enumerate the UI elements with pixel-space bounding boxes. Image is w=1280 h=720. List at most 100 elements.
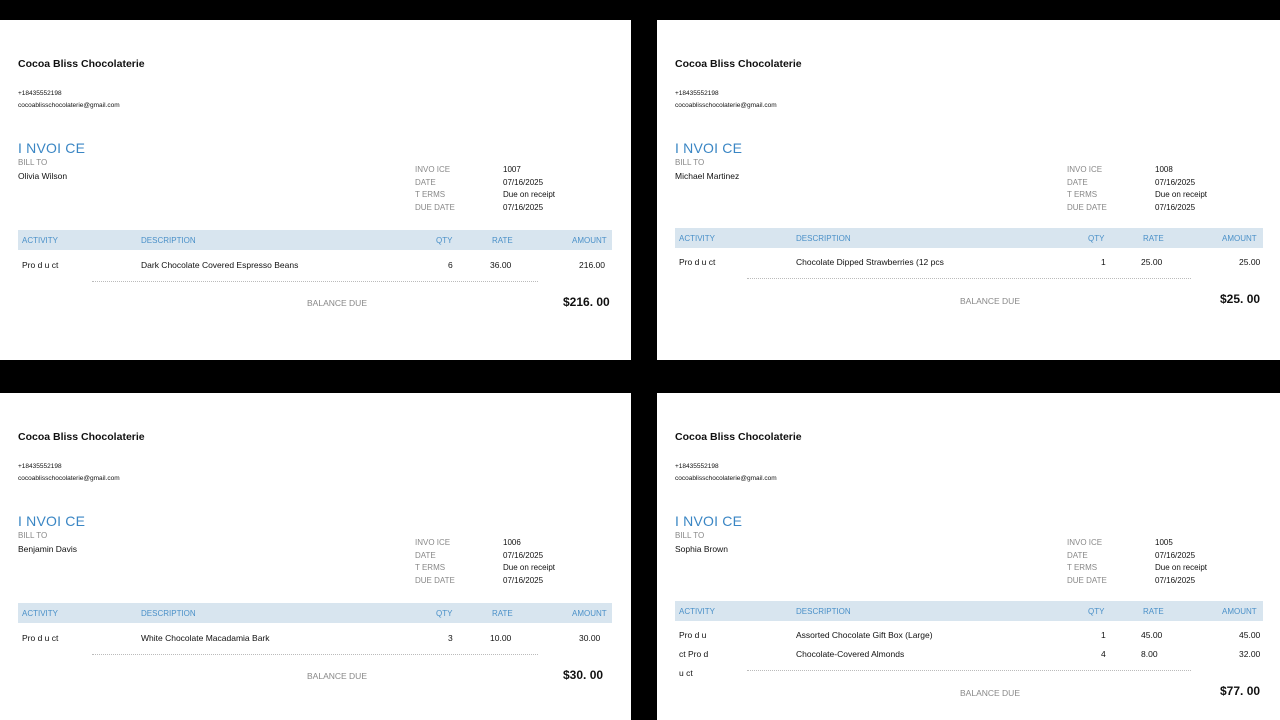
item-amount: 30.00 bbox=[579, 633, 601, 643]
invoice-number: 1008 bbox=[1155, 165, 1173, 174]
col-qty-header: QTY bbox=[436, 236, 453, 245]
item-rate: 36.00 bbox=[490, 260, 512, 270]
item-rate: 25.00 bbox=[1141, 257, 1163, 267]
col-description-header: DESCRIPTION bbox=[796, 607, 851, 616]
company-email: cocoablisschocolaterie@gmail.com bbox=[675, 102, 777, 109]
col-activity-header: ACTIVITY bbox=[22, 236, 59, 245]
company-phone: +18435552198 bbox=[675, 90, 719, 97]
item-amount: 32.00 bbox=[1239, 649, 1261, 659]
table-header bbox=[18, 230, 612, 250]
balance-due-label: BALANCE DUE bbox=[960, 296, 1020, 306]
due-date: 07/16/2025 bbox=[1155, 203, 1196, 212]
client-name: Benjamin Davis bbox=[18, 544, 78, 554]
due-date-label: DUE DATE bbox=[1067, 576, 1107, 585]
terms-value: Due on receipt bbox=[503, 563, 556, 572]
invoice-number: 1007 bbox=[503, 165, 521, 174]
balance-due-amount: $25. 00 bbox=[1220, 292, 1261, 306]
company-name: Cocoa Bliss Chocolaterie bbox=[675, 58, 802, 70]
item-qty: 6 bbox=[448, 260, 453, 270]
invoice-number-label: INVO ICE bbox=[1067, 165, 1103, 174]
col-activity-header: ACTIVITY bbox=[679, 234, 716, 243]
client-name: Michael Martinez bbox=[675, 171, 740, 181]
divider bbox=[747, 670, 1191, 671]
item-activity: ct Pro d bbox=[679, 649, 709, 659]
invoice-number-label: INVO ICE bbox=[1067, 538, 1103, 547]
due-date: 07/16/2025 bbox=[503, 203, 544, 212]
table-header bbox=[675, 601, 1263, 621]
item-description: Chocolate Dipped Strawberries (12 pcs bbox=[796, 257, 944, 267]
table-header bbox=[675, 228, 1263, 248]
company-email: cocoablisschocolaterie@gmail.com bbox=[18, 102, 120, 109]
divider bbox=[747, 278, 1191, 279]
divider bbox=[92, 654, 538, 655]
item-amount: 25.00 bbox=[1239, 257, 1261, 267]
company-phone: +18435552198 bbox=[18, 90, 62, 97]
col-rate-header: RATE bbox=[1143, 234, 1164, 243]
col-amount-header: AMOUNT bbox=[1222, 607, 1257, 616]
invoice-panel-1006: Cocoa Bliss Chocolaterie +18435552198 co… bbox=[0, 393, 631, 720]
item-amount: 45.00 bbox=[1239, 630, 1261, 640]
col-rate-header: RATE bbox=[492, 236, 513, 245]
invoice-number-label: INVO ICE bbox=[415, 165, 451, 174]
invoice-number-label: INVO ICE bbox=[415, 538, 451, 547]
invoice-title: I NVOI CE bbox=[18, 513, 86, 529]
divider bbox=[92, 281, 538, 282]
invoice-panel-1005: Cocoa Bliss Chocolaterie +18435552198 co… bbox=[657, 393, 1280, 720]
company-phone: +18435552198 bbox=[18, 463, 62, 470]
due-date-label: DUE DATE bbox=[1067, 203, 1107, 212]
due-date-label: DUE DATE bbox=[415, 203, 455, 212]
item-activity: Pro d u ct bbox=[22, 260, 59, 270]
terms-label: T ERMS bbox=[1067, 563, 1098, 572]
col-activity-header: ACTIVITY bbox=[679, 607, 716, 616]
terms-value: Due on receipt bbox=[1155, 563, 1208, 572]
invoice-date: 07/16/2025 bbox=[503, 551, 544, 560]
item-activity: Pro d u ct bbox=[679, 257, 716, 267]
balance-due-amount: $77. 00 bbox=[1220, 684, 1261, 698]
company-name: Cocoa Bliss Chocolaterie bbox=[18, 58, 145, 70]
terms-value: Due on receipt bbox=[503, 190, 556, 199]
bill-to-label: BILL TO bbox=[675, 531, 705, 540]
item-rate: 45.00 bbox=[1141, 630, 1163, 640]
client-name: Olivia Wilson bbox=[18, 171, 68, 181]
date-label: DATE bbox=[1067, 178, 1088, 187]
invoice-number: 1005 bbox=[1155, 538, 1173, 547]
invoice-panel-1008: Cocoa Bliss Chocolaterie +18435552198 co… bbox=[657, 20, 1280, 360]
due-date: 07/16/2025 bbox=[1155, 576, 1196, 585]
date-label: DATE bbox=[1067, 551, 1088, 560]
company-email: cocoablisschocolaterie@gmail.com bbox=[18, 475, 120, 482]
invoice-title: I NVOI CE bbox=[675, 513, 743, 529]
invoice-date: 07/16/2025 bbox=[1155, 551, 1196, 560]
col-description-header: DESCRIPTION bbox=[141, 236, 196, 245]
col-description-header: DESCRIPTION bbox=[796, 234, 851, 243]
item-rate: 8.00 bbox=[1141, 649, 1158, 659]
col-amount-header: AMOUNT bbox=[572, 236, 607, 245]
client-name: Sophia Brown bbox=[675, 544, 728, 554]
item-rate: 10.00 bbox=[490, 633, 512, 643]
item-description: Chocolate-Covered Almonds bbox=[796, 649, 905, 659]
col-qty-header: QTY bbox=[436, 609, 453, 618]
bill-to-label: BILL TO bbox=[18, 531, 48, 540]
table-header bbox=[18, 603, 612, 623]
balance-due-amount: $216. 00 bbox=[563, 295, 610, 309]
col-rate-header: RATE bbox=[492, 609, 513, 618]
col-rate-header: RATE bbox=[1143, 607, 1164, 616]
date-label: DATE bbox=[415, 178, 436, 187]
company-name: Cocoa Bliss Chocolaterie bbox=[18, 431, 145, 443]
bill-to-label: BILL TO bbox=[18, 158, 48, 167]
company-email: cocoablisschocolaterie@gmail.com bbox=[675, 475, 777, 482]
invoice-panel-1007: Cocoa Bliss Chocolaterie +18435552198 co… bbox=[0, 20, 631, 360]
balance-due-amount: $30. 00 bbox=[563, 668, 604, 682]
item-activity: u ct bbox=[679, 668, 693, 678]
invoice-number: 1006 bbox=[503, 538, 521, 547]
item-qty: 3 bbox=[448, 633, 453, 643]
terms-label: T ERMS bbox=[415, 563, 446, 572]
col-description-header: DESCRIPTION bbox=[141, 609, 196, 618]
terms-label: T ERMS bbox=[415, 190, 446, 199]
invoice-title: I NVOI CE bbox=[18, 140, 86, 156]
col-amount-header: AMOUNT bbox=[1222, 234, 1257, 243]
item-description: Dark Chocolate Covered Espresso Beans bbox=[141, 260, 299, 270]
item-amount: 216.00 bbox=[579, 260, 605, 270]
item-description: White Chocolate Macadamia Bark bbox=[141, 633, 270, 643]
terms-label: T ERMS bbox=[1067, 190, 1098, 199]
due-date: 07/16/2025 bbox=[503, 576, 544, 585]
